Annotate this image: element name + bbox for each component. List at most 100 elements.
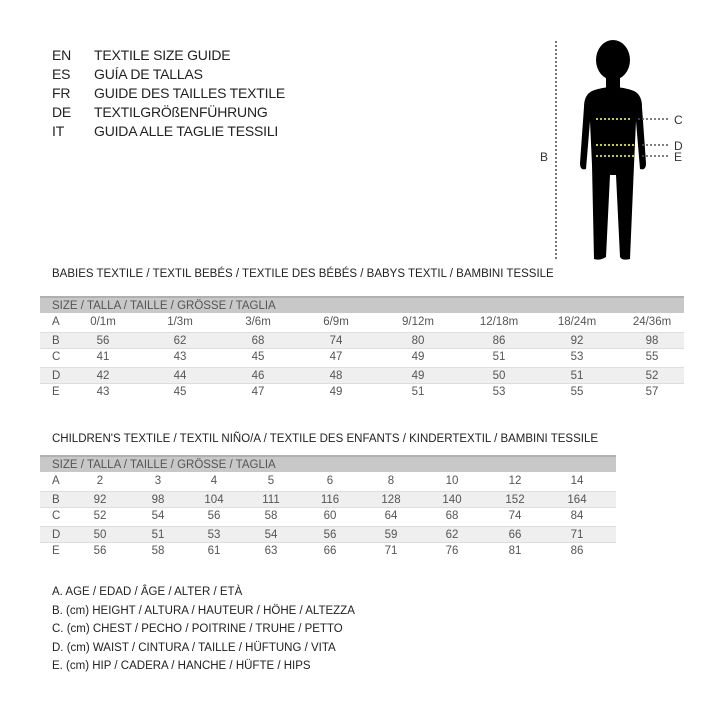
table-cell: 71 bbox=[384, 545, 398, 558]
table-cell: 18/24m bbox=[557, 316, 597, 328]
table-cell: 46 bbox=[251, 369, 265, 382]
table-cell: 5 bbox=[267, 475, 275, 487]
row-label: A bbox=[52, 316, 60, 328]
legend-item: A. AGE / EDAD / ÂGE / ALTER / ETÀ bbox=[52, 586, 243, 598]
table-cell: 68 bbox=[445, 510, 459, 523]
children-table-title: CHILDREN'S TEXTILE / TEXTIL NIÑO/A / TEX… bbox=[52, 433, 599, 445]
table-cell: 41 bbox=[96, 351, 110, 364]
table-cell: 66 bbox=[323, 545, 337, 558]
table-row-b: B 92 98 104 111 116 128 140 152 164 bbox=[40, 490, 616, 508]
table-cell: 98 bbox=[645, 334, 659, 347]
table-cell: 4 bbox=[210, 475, 218, 487]
language-code: FR bbox=[52, 85, 71, 101]
table-cell: 55 bbox=[570, 386, 584, 399]
table-cell: 116 bbox=[320, 493, 340, 506]
child-silhouette-figure: B C D E bbox=[540, 40, 683, 260]
table-cell: 62 bbox=[173, 334, 187, 347]
language-code: IT bbox=[52, 123, 65, 139]
table-row-d: D 50 51 53 54 56 59 62 66 71 bbox=[40, 525, 616, 543]
silhouette-icon bbox=[580, 40, 646, 260]
table-cell: 56 bbox=[207, 510, 221, 523]
table-cell: 140 bbox=[442, 493, 462, 506]
label-c: C bbox=[674, 113, 683, 127]
table-row-a: A 2 3 4 5 6 8 10 12 14 bbox=[40, 473, 616, 490]
table-cell: 104 bbox=[204, 493, 224, 506]
row-label: C bbox=[52, 510, 61, 523]
table-cell: 6 bbox=[326, 475, 334, 487]
table-cell: 9/12m bbox=[402, 316, 434, 328]
table-cell: 49 bbox=[329, 386, 343, 399]
table-cell: 53 bbox=[570, 351, 584, 364]
table-cell: 43 bbox=[96, 386, 110, 399]
label-e: E bbox=[674, 150, 682, 164]
table-cell: 0/1m bbox=[90, 316, 116, 328]
table-cell: 84 bbox=[570, 510, 584, 523]
table-cell: 152 bbox=[505, 493, 525, 506]
table-cell: 1/3m bbox=[167, 316, 193, 328]
language-text: GUÍA DE TALLAS bbox=[94, 66, 203, 82]
row-label: C bbox=[52, 351, 61, 364]
table-cell: 49 bbox=[411, 369, 425, 382]
table-cell: 71 bbox=[570, 528, 584, 541]
table-row-c: C 41 43 45 47 49 51 53 55 bbox=[40, 349, 684, 366]
table-cell: 56 bbox=[96, 334, 110, 347]
table-cell: 12 bbox=[508, 475, 522, 487]
table-cell: 53 bbox=[492, 386, 506, 399]
table-cell: 62 bbox=[445, 528, 459, 541]
table-cell: 43 bbox=[173, 351, 187, 364]
table-cell: 14 bbox=[570, 475, 584, 487]
table-cell: 51 bbox=[492, 351, 506, 364]
legend-item: B. (cm) HEIGHT / ALTURA / HAUTEUR / HÖHE… bbox=[52, 604, 355, 617]
table-cell: 45 bbox=[251, 351, 265, 364]
language-text: GUIDA ALLE TAGLIE TESSILI bbox=[94, 123, 279, 139]
table-cell: 44 bbox=[173, 369, 187, 382]
table-cell: 54 bbox=[151, 510, 165, 523]
language-title-fr: FR GUIDE DES TAILLES TEXTILE bbox=[52, 85, 285, 101]
table-cell: 66 bbox=[508, 528, 522, 541]
table-cell: 51 bbox=[570, 369, 584, 382]
size-header-row: SIZE / TALLA / TAILLE / GRÖSSE / TAGLIA bbox=[40, 455, 616, 472]
row-label: A bbox=[52, 475, 60, 487]
table-cell: 86 bbox=[492, 334, 506, 347]
table-row-b: B 56 62 68 74 80 86 92 98 bbox=[40, 331, 684, 349]
table-cell: 52 bbox=[93, 510, 107, 523]
table-row-e: E 43 45 47 49 51 53 55 57 bbox=[40, 384, 684, 401]
table-cell: 68 bbox=[251, 334, 265, 347]
table-cell: 51 bbox=[151, 528, 165, 541]
legend-item: E. (cm) HIP / CADERA / HANCHE / HÜFTE / … bbox=[52, 660, 311, 672]
table-cell: 76 bbox=[445, 545, 459, 558]
babies-table-title: BABIES TEXTILE / TEXTIL BEBÉS / TEXTILE … bbox=[52, 268, 554, 280]
language-title-en: EN TEXTILE SIZE GUIDE bbox=[52, 47, 231, 63]
table-cell: 74 bbox=[329, 334, 343, 347]
legend-item: C. (cm) CHEST / PECHO / POITRINE / TRUHE… bbox=[52, 623, 343, 635]
language-text: TEXTILGRÖßENFÜHRUNG bbox=[94, 104, 268, 120]
language-title-es: ES GUÍA DE TALLAS bbox=[52, 66, 203, 82]
table-cell: 47 bbox=[329, 351, 343, 364]
table-cell: 2 bbox=[96, 475, 104, 487]
table-row-e: E 56 58 61 63 66 71 76 81 86 bbox=[40, 543, 616, 560]
language-title-it: IT GUIDA ALLE TAGLIE TESSILI bbox=[52, 123, 278, 139]
table-cell: 42 bbox=[96, 369, 110, 382]
table-cell: 49 bbox=[411, 351, 425, 364]
table-cell: 111 bbox=[262, 493, 280, 506]
table-cell: 47 bbox=[251, 386, 265, 399]
table-cell: 57 bbox=[645, 386, 659, 399]
table-cell: 53 bbox=[207, 528, 221, 541]
table-cell: 58 bbox=[151, 545, 165, 558]
table-cell: 92 bbox=[570, 334, 584, 347]
row-label: E bbox=[52, 386, 60, 399]
table-cell: 3/6m bbox=[245, 316, 271, 328]
table-cell: 60 bbox=[323, 510, 337, 523]
table-row-c: C 52 54 56 58 60 64 68 74 84 bbox=[40, 508, 616, 525]
label-d: D bbox=[674, 139, 683, 153]
table-cell: 128 bbox=[381, 493, 401, 506]
size-header-row: SIZE / TALLA / TAILLE / GRÖSSE / TAGLIA bbox=[40, 296, 684, 313]
table-cell: 92 bbox=[93, 493, 107, 506]
table-cell: 50 bbox=[492, 369, 506, 382]
table-cell: 81 bbox=[508, 545, 522, 558]
table-cell: 50 bbox=[93, 528, 107, 541]
table-cell: 48 bbox=[329, 369, 343, 382]
table-cell: 54 bbox=[264, 528, 278, 541]
table-cell: 8 bbox=[387, 475, 395, 487]
table-row-a: A 0/1m 1/3m 3/6m 6/9m 9/12m 12/18m 18/24m 24/36m bbox=[40, 314, 684, 331]
